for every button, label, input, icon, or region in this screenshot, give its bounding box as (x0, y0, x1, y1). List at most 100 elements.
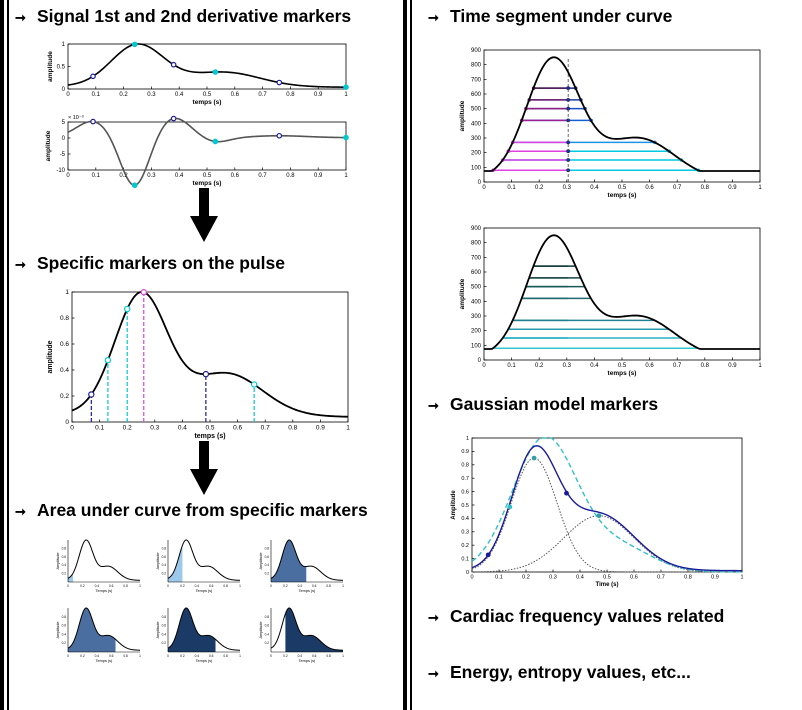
y-tick-label: 300 (471, 314, 482, 320)
chart-specific-markers: 0 0.1 0.2 0.3 0.4 0.5 0.6 0.7 0.8 0.9 1 0 0.2 0.4 0.6 0… (47, 289, 350, 440)
x-tick-label: 0.1 (92, 173, 101, 179)
x-tick-label: 0.9 (314, 173, 323, 179)
y-tick-label: 0 (478, 180, 482, 186)
y-tick-label: 0.2 (162, 641, 167, 645)
derivative-marker (131, 182, 138, 189)
y-tick-label: 100 (471, 343, 482, 349)
y-tick-label: 0.4 (162, 632, 167, 636)
x-tick-label: 0.5 (618, 185, 627, 191)
y-tick-label: 800 (471, 241, 482, 247)
x-tick-label: 0.2 (283, 654, 288, 658)
x-tick-label: 0.2 (119, 173, 128, 179)
x-axis-label: Temps (s) (196, 589, 213, 593)
x-tick-label: 0.4 (195, 654, 200, 658)
axes-box (67, 43, 347, 90)
y-tick-label: 1 (65, 289, 69, 296)
x-axis-label: Temps (s) (96, 659, 113, 663)
y-tick-label: -10 (56, 168, 65, 174)
derivative-marker (90, 118, 96, 125)
x-tick-label: 0.2 (180, 654, 185, 658)
y-tick-label: 700 (471, 77, 482, 83)
x-tick-label: 0.4 (590, 185, 599, 191)
y-tick-label: 1 (466, 436, 469, 442)
y-tick-label: 0.2 (265, 641, 270, 645)
down-arrow-icon (190, 188, 218, 242)
area-chart-5: 0 0.2 0.4 0.6 0.8 1 0.2 0.4 0.6 0.8 Temps (s) Ampli… (156, 607, 241, 663)
x-axis-label: Time (s) (596, 582, 619, 588)
heading-time-segment: ➞ Time segment under curve (428, 6, 673, 26)
y-tick-label: 0.2 (62, 572, 67, 576)
x-tick-label: 0 (470, 575, 473, 581)
y-tick-label: 0.5 (461, 503, 469, 509)
signal-curve (471, 445, 743, 572)
center-divider-thick (403, 0, 407, 710)
x-tick-label: 0.6 (233, 425, 242, 432)
derivative-marker (170, 61, 177, 68)
y-tick-label: 100 (471, 165, 482, 171)
arrow-icon: ➞ (428, 398, 439, 413)
derivative-marker (131, 41, 138, 48)
x-tick-label: 0 (67, 584, 69, 588)
axis-exponent-label: × 10⁻³ (68, 115, 84, 121)
y-axis-label: amplitude (459, 100, 466, 131)
pulse-curve (484, 234, 760, 350)
y-tick-label: 0 (478, 358, 482, 364)
x-axis-label: temps (s) (608, 370, 637, 377)
x-tick-label: 0.5 (603, 575, 611, 581)
y-tick-label: 300 (471, 136, 482, 142)
x-tick-label: 0.8 (326, 654, 331, 658)
y-tick-label: 0.6 (162, 624, 167, 628)
y-tick-label: 0 (62, 136, 66, 142)
derivative-marker (276, 79, 283, 86)
specific-marker (140, 289, 147, 296)
arrow-icon: ➞ (428, 610, 439, 625)
area-fill (285, 608, 343, 652)
y-axis-label: Amplitude (259, 622, 263, 639)
down-arrow-icon (190, 441, 218, 495)
specific-marker (88, 391, 95, 398)
x-tick-label: 0.5 (205, 425, 214, 432)
y-tick-label: 0.2 (60, 393, 69, 400)
x-axis-label: Temps (s) (96, 589, 113, 593)
pulse-curve (270, 539, 344, 581)
x-tick-label: 0.2 (119, 92, 128, 98)
x-tick-label: 0.1 (507, 185, 516, 191)
x-tick-label: 1 (239, 654, 241, 658)
x-tick-label: 0.6 (312, 584, 317, 588)
y-tick-label: 0.6 (162, 555, 167, 559)
pulse-curve (167, 607, 241, 651)
y-tick-label: 800 (471, 63, 482, 69)
x-tick-label: 0.9 (711, 575, 719, 581)
derivative-marker (90, 73, 96, 80)
x-tick-label: 0 (70, 425, 74, 432)
y-tick-label: 0.2 (461, 543, 469, 549)
y-tick-label: 0.4 (60, 367, 69, 374)
x-tick-label: 1 (758, 185, 762, 191)
specific-marker (202, 370, 210, 378)
center-divider-thin (410, 0, 412, 710)
axes-box (471, 437, 743, 573)
x-tick-label: 0.8 (288, 425, 297, 432)
gaussian-marker (596, 513, 602, 519)
x-tick-label: 0.6 (209, 654, 214, 658)
x-tick-label: 0.7 (657, 575, 665, 581)
specific-marker (104, 357, 112, 364)
x-axis-label: temps (s) (608, 192, 637, 199)
heading-energy-entropy: ➞ Energy, entropy values, etc... (428, 662, 691, 682)
y-tick-label: 0.4 (461, 516, 469, 522)
x-tick-label: 0.2 (535, 185, 544, 191)
heading-cardiac-frequency: ➞ Cardiac frequency values related (428, 606, 725, 626)
heading-gaussian-model: ➞ Gaussian model markers (428, 394, 659, 414)
x-tick-label: 0.8 (286, 92, 295, 98)
x-tick-label: 0.3 (563, 363, 572, 369)
pulse-curve (67, 43, 347, 88)
heading-derivative-markers: ➞ Signal 1st and 2nd derivative markers (15, 6, 352, 26)
x-tick-label: 1 (239, 584, 241, 588)
y-tick-label: 0.6 (265, 555, 270, 559)
y-tick-label: 0.5 (57, 65, 66, 71)
x-tick-label: 0 (66, 173, 70, 179)
x-tick-label: 0.2 (80, 584, 85, 588)
x-tick-label: 0.1 (495, 575, 503, 581)
x-tick-label: 0.1 (92, 92, 101, 98)
x-axis-label: Temps (s) (196, 659, 213, 663)
